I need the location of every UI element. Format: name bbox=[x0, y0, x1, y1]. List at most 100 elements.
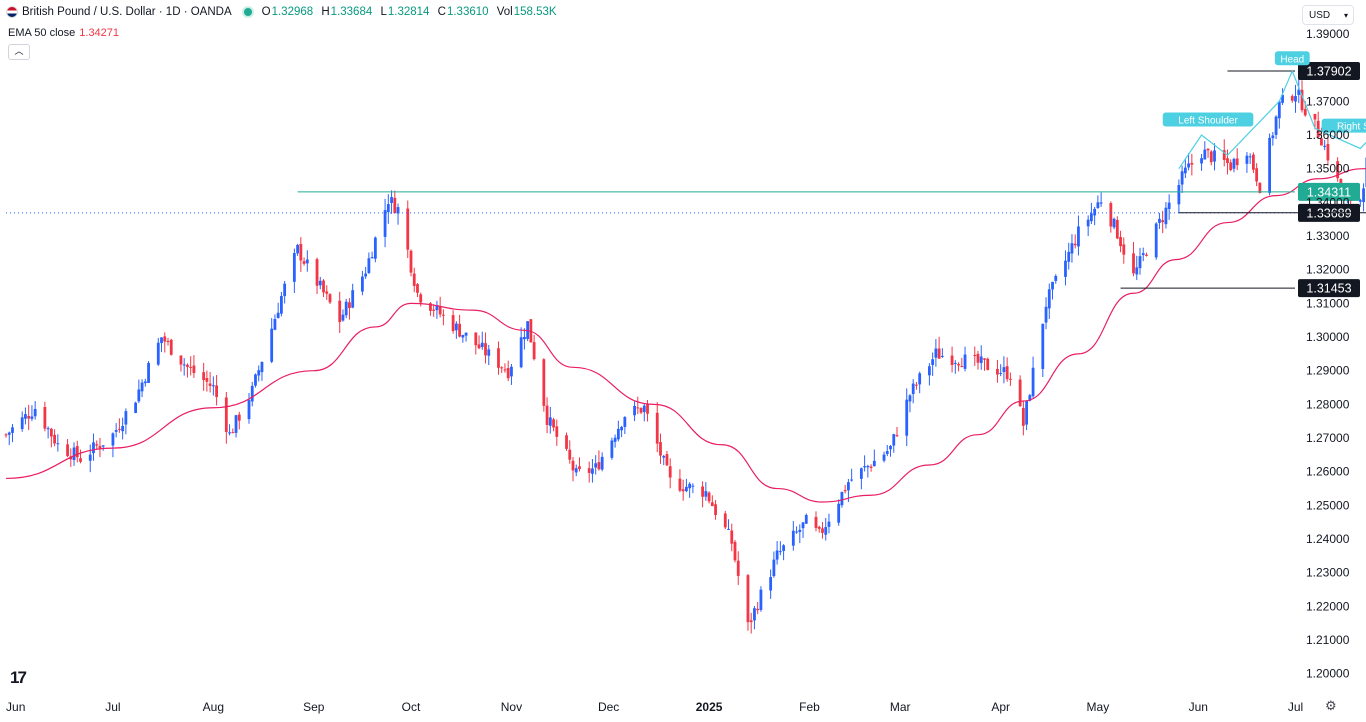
candle-body bbox=[33, 408, 37, 417]
candle-body bbox=[1138, 256, 1142, 269]
candle-body bbox=[801, 522, 805, 529]
candle-body bbox=[189, 366, 193, 368]
candle-body bbox=[390, 197, 393, 204]
chart-header: British Pound / U.S. Dollar · 1D · OANDA… bbox=[6, 6, 562, 18]
open-value: 1.32968 bbox=[271, 6, 314, 18]
candle-body bbox=[192, 365, 196, 374]
candle-body bbox=[416, 284, 419, 293]
candle-body bbox=[1203, 149, 1207, 160]
candle-body bbox=[976, 353, 980, 363]
y-tick-label: 1.21000 bbox=[1306, 633, 1350, 647]
candle-body bbox=[1290, 96, 1294, 101]
candle-body bbox=[1316, 120, 1320, 138]
candle-body bbox=[769, 577, 773, 591]
tradingview-logo-icon[interactable]: 17 bbox=[10, 668, 27, 687]
candle-body bbox=[736, 560, 740, 576]
candle-body bbox=[429, 303, 432, 311]
candle-body bbox=[101, 445, 105, 447]
candle-body bbox=[247, 400, 251, 420]
x-tick-label: Nov bbox=[501, 700, 522, 714]
candle-body bbox=[659, 442, 662, 456]
candle-body bbox=[1190, 162, 1194, 165]
candle-body bbox=[1320, 138, 1323, 146]
candle-body bbox=[688, 483, 692, 489]
candle-body bbox=[254, 374, 257, 386]
candle-body bbox=[1005, 366, 1009, 380]
symbol-title[interactable]: British Pound / U.S. Dollar · 1D · OANDA bbox=[22, 6, 232, 18]
candle-body bbox=[322, 280, 325, 293]
candle-body bbox=[419, 294, 423, 303]
candle-body bbox=[1248, 156, 1252, 158]
candle-body bbox=[568, 449, 572, 460]
currency-select[interactable]: USD ▾ bbox=[1302, 5, 1354, 25]
candle-body bbox=[361, 276, 364, 292]
candle-body bbox=[587, 468, 591, 473]
candle-body bbox=[166, 340, 170, 342]
collapse-icon[interactable]: ︿ bbox=[8, 44, 30, 60]
candle-body bbox=[1313, 113, 1317, 120]
candle-body bbox=[124, 411, 128, 425]
candle-body bbox=[1213, 150, 1216, 162]
candle-body bbox=[231, 432, 235, 434]
candle-body bbox=[121, 426, 125, 432]
y-tick-label: 1.30000 bbox=[1306, 330, 1350, 344]
candle-body bbox=[442, 314, 445, 316]
candle-body bbox=[1025, 401, 1028, 425]
candle-body bbox=[1326, 144, 1330, 161]
ema-name: EMA 50 close bbox=[8, 27, 76, 39]
candle-body bbox=[454, 323, 458, 331]
candle-body bbox=[315, 259, 319, 286]
candle-body bbox=[778, 551, 782, 553]
market-status-icon bbox=[243, 8, 252, 16]
candle-body bbox=[328, 294, 332, 303]
candle-body bbox=[979, 356, 983, 363]
candle-body bbox=[487, 349, 491, 356]
candle-body bbox=[156, 342, 160, 365]
x-tick-label: Jun bbox=[6, 700, 25, 714]
candle-body bbox=[283, 283, 287, 297]
candle-body bbox=[594, 463, 598, 468]
candle-body bbox=[276, 312, 280, 319]
left-shoulder-label: Left Shoulder bbox=[1178, 116, 1238, 127]
candle-body bbox=[79, 458, 82, 462]
candle-body bbox=[872, 460, 876, 467]
candle-body bbox=[367, 258, 371, 273]
candle-body bbox=[931, 359, 935, 365]
candle-body bbox=[1132, 253, 1135, 274]
dropdown-icon: ▾ bbox=[1343, 11, 1348, 20]
y-tick-label: 1.39000 bbox=[1306, 27, 1350, 41]
candle-body bbox=[655, 412, 659, 444]
candle-body bbox=[325, 291, 329, 294]
settings-gear-icon[interactable]: ⚙ bbox=[1325, 698, 1337, 713]
candle-body bbox=[704, 491, 708, 497]
candle-body bbox=[782, 545, 785, 551]
left-shoulder-label-box bbox=[1162, 112, 1254, 127]
candle-body bbox=[791, 530, 795, 546]
candle-body bbox=[46, 428, 50, 430]
candle-body bbox=[804, 515, 808, 524]
close-label: C bbox=[437, 6, 446, 18]
y-tick-label: 1.22000 bbox=[1306, 599, 1350, 613]
candle-body bbox=[957, 364, 960, 366]
candle-body bbox=[824, 527, 828, 535]
candle-body bbox=[497, 348, 500, 368]
candle-body bbox=[1154, 223, 1158, 258]
candle-body bbox=[597, 462, 601, 470]
candle-body bbox=[973, 355, 977, 357]
candle-body bbox=[519, 337, 523, 368]
candle-body bbox=[639, 408, 643, 413]
candle-body bbox=[208, 383, 212, 386]
candle-body bbox=[1303, 109, 1307, 116]
candle-body bbox=[234, 415, 238, 433]
candle-body bbox=[383, 210, 387, 237]
candle-body bbox=[202, 372, 206, 380]
candle-body bbox=[1031, 367, 1035, 397]
candle-body bbox=[1271, 135, 1275, 139]
candle-body bbox=[75, 446, 79, 458]
ema-legend[interactable]: EMA 50 close 1.34271 bbox=[8, 27, 119, 39]
candle-body bbox=[1096, 202, 1100, 209]
candle-body bbox=[373, 237, 377, 259]
ohlc-values: O1.32968 H1.33684 L1.32814 C1.33610 Vol1… bbox=[262, 6, 562, 18]
y-tick-label: 1.33000 bbox=[1306, 229, 1350, 243]
